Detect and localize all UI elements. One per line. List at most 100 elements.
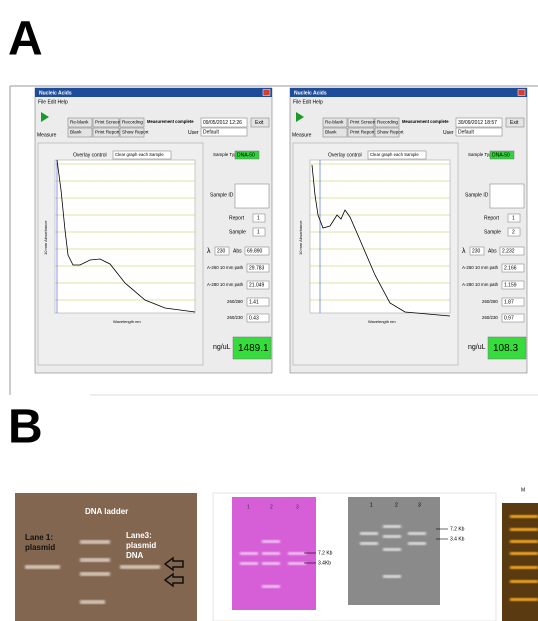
field-label: Sample xyxy=(229,229,246,235)
band xyxy=(383,535,401,538)
toolbar-button: Recording xyxy=(122,120,143,125)
toolbar-button: Blank xyxy=(325,130,337,135)
band xyxy=(510,598,538,601)
user-value: Default xyxy=(203,129,219,135)
band xyxy=(510,515,538,518)
band xyxy=(80,572,110,576)
exit-button: Exit xyxy=(255,120,264,126)
field-value: 1 xyxy=(512,215,515,221)
box xyxy=(310,160,450,313)
concentration: 1489.1 xyxy=(238,343,269,354)
band xyxy=(383,548,401,551)
panel-label: B xyxy=(8,401,43,454)
band xyxy=(80,558,110,562)
field-value: 2.166 xyxy=(504,265,517,271)
band xyxy=(510,540,538,543)
band xyxy=(510,580,538,583)
y-axis-title: 10 mm Absorbance xyxy=(298,220,303,255)
field-value: 21.049 xyxy=(249,282,265,288)
toolbar-button: Blank xyxy=(70,130,82,135)
menu: File Edit Help xyxy=(293,99,323,105)
field-value: 1.41 xyxy=(249,299,259,305)
overlay-label: Overlay control xyxy=(328,152,362,158)
user-label: User xyxy=(443,130,454,136)
field-label: Report xyxy=(229,215,245,221)
box xyxy=(55,160,195,313)
menu: File Edit Help xyxy=(38,99,68,105)
lambda-label: λ xyxy=(462,248,466,255)
date: 30/09/2012 18:57 xyxy=(458,120,497,126)
field-label: Sample xyxy=(484,229,501,235)
lane-number: 1 xyxy=(370,502,373,508)
figure: A B Nucleic Acids File Edit Help Measure Re… xyxy=(0,0,538,621)
gel xyxy=(502,503,538,621)
lambda-value: 230 xyxy=(217,248,226,254)
concentration: 108.3 xyxy=(493,343,518,354)
status-text: Measurement complete xyxy=(147,119,194,124)
band xyxy=(383,575,401,578)
content: Nucleic Acids File Edit Help Measure Re-bla… xyxy=(15,88,538,621)
box xyxy=(263,90,270,96)
gel-label: Lane3: xyxy=(126,531,152,540)
marker-label: M xyxy=(521,487,525,493)
lane-number: 3 xyxy=(418,502,421,508)
band-label: 3.4Kb xyxy=(318,560,331,566)
band xyxy=(240,562,258,565)
band-label: 7.2 Kb xyxy=(318,550,333,556)
exit-button: Exit xyxy=(510,120,519,126)
overlay-select: Clear graph each Sample xyxy=(370,152,419,157)
band xyxy=(240,552,258,555)
band xyxy=(510,552,538,555)
box xyxy=(518,90,525,96)
band xyxy=(510,566,538,569)
user-value: Default xyxy=(458,129,474,135)
gel-label: plasmid xyxy=(25,543,55,552)
toolbar-button: Print Report xyxy=(95,130,120,135)
toolbar-button: Re-blank xyxy=(325,120,344,125)
x-axis-title: Wavelength nm xyxy=(368,319,396,324)
sample-id-label: Sample ID xyxy=(465,192,489,198)
field-label: 260/230 xyxy=(482,315,498,320)
lane-number: 3 xyxy=(296,504,299,510)
band xyxy=(360,542,378,545)
lane-number: 2 xyxy=(270,504,273,510)
toolbar-button: Show Report xyxy=(122,130,149,135)
sample-id-label: Sample ID xyxy=(210,192,234,198)
abs-label: Abs xyxy=(233,248,242,254)
gel-label: Lane 1: xyxy=(25,533,53,542)
field-value: 29.783 xyxy=(249,265,265,271)
field-label: A-280 10 mm path xyxy=(462,282,499,287)
band xyxy=(360,532,378,535)
band xyxy=(262,552,280,555)
band xyxy=(80,540,110,544)
lambda-value: 230 xyxy=(472,248,481,254)
panel-label: A xyxy=(8,13,43,66)
field-label: A-260 10 mm path xyxy=(462,265,499,270)
field-label: Report xyxy=(484,215,500,221)
overlay-label: Overlay control xyxy=(73,152,107,158)
field-value: 2 xyxy=(512,229,515,235)
measure-button: Measure xyxy=(37,132,57,138)
box xyxy=(235,184,269,208)
unit-label: ng/uL xyxy=(213,344,231,351)
toolbar-button: Print Screen xyxy=(95,120,121,125)
lane-number: 1 xyxy=(247,504,250,510)
gel-label: plasmid xyxy=(126,541,156,550)
band xyxy=(25,565,60,569)
toolbar-button: Re-blank xyxy=(70,120,89,125)
toolbar-button: Print Screen xyxy=(350,120,376,125)
field-label: A-260 10 mm path xyxy=(207,265,244,270)
band xyxy=(262,562,280,565)
field-value: 1 xyxy=(257,229,260,235)
field-label: 260/230 xyxy=(227,315,243,320)
lambda-label: λ xyxy=(207,248,211,255)
band-label: 7.2 Kb xyxy=(450,526,465,532)
field-value: 0.97 xyxy=(504,315,514,321)
window-title: Nucleic Acids xyxy=(294,90,327,96)
abs-value: 69.890 xyxy=(247,248,263,254)
window-title: Nucleic Acids xyxy=(39,90,72,96)
lane-number: 2 xyxy=(395,502,398,508)
status-text: Measurement complete xyxy=(402,119,449,124)
band xyxy=(408,542,426,545)
band xyxy=(510,528,538,531)
